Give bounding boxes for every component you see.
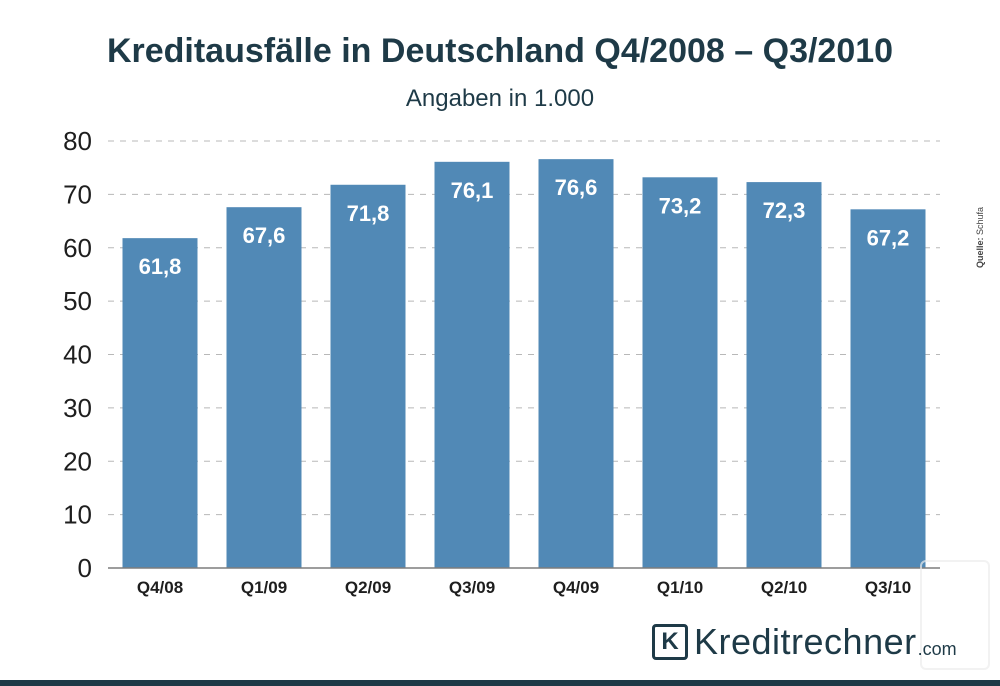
x-tick-label: Q4/09 [553,578,599,597]
bar-value-label: 72,3 [763,198,806,223]
bar [434,161,510,568]
bar-value-label: 76,1 [451,178,494,203]
y-tick-label: 60 [63,233,92,263]
y-tick-label: 40 [63,340,92,370]
y-tick-label: 30 [63,393,92,423]
bar-value-label: 71,8 [347,201,390,226]
x-tick-label: Q3/09 [449,578,495,597]
bar-value-label: 73,2 [659,193,702,218]
y-tick-label: 10 [63,500,92,530]
x-tick-label: Q4/08 [137,578,183,597]
x-tick-label: Q2/10 [761,578,807,597]
bar-value-label: 61,8 [139,254,182,279]
y-tick-label: 80 [63,126,92,156]
chart-title: Kreditausfälle in Deutschland Q4/2008 – … [106,32,894,70]
bar [226,207,302,568]
x-tick-label: Q1/10 [657,578,703,597]
x-tick-label: Q1/09 [241,578,287,597]
y-tick-label: 20 [63,446,92,476]
source-label: Quelle: [975,237,985,268]
bar-value-label: 76,6 [555,175,598,200]
source-note: Quelle: Schufa [975,207,985,268]
brand-tld: .com [917,638,957,659]
brand-logo: K Kreditrechner .com [652,620,957,664]
bar [538,159,614,568]
x-tick-label: Q3/10 [865,578,911,597]
bar-value-label: 67,6 [243,223,286,248]
y-tick-label: 0 [78,553,92,583]
watermark-logo [920,560,990,670]
bar [122,238,198,568]
bar-value-label: 67,2 [867,225,910,250]
bar [642,177,718,569]
source-value: Schufa [975,206,985,235]
bar [330,184,406,568]
x-tick-label: Q2/09 [345,578,391,597]
y-tick-label: 70 [63,179,92,209]
bar [850,209,926,568]
footer-bar [0,680,1000,686]
brand-logo-icon: K [652,624,688,660]
chart-subtitle: Angaben in 1.000 [405,85,595,112]
y-tick-label: 50 [63,286,92,316]
bar [746,182,822,568]
brand-name: Kreditrechner [694,621,917,662]
